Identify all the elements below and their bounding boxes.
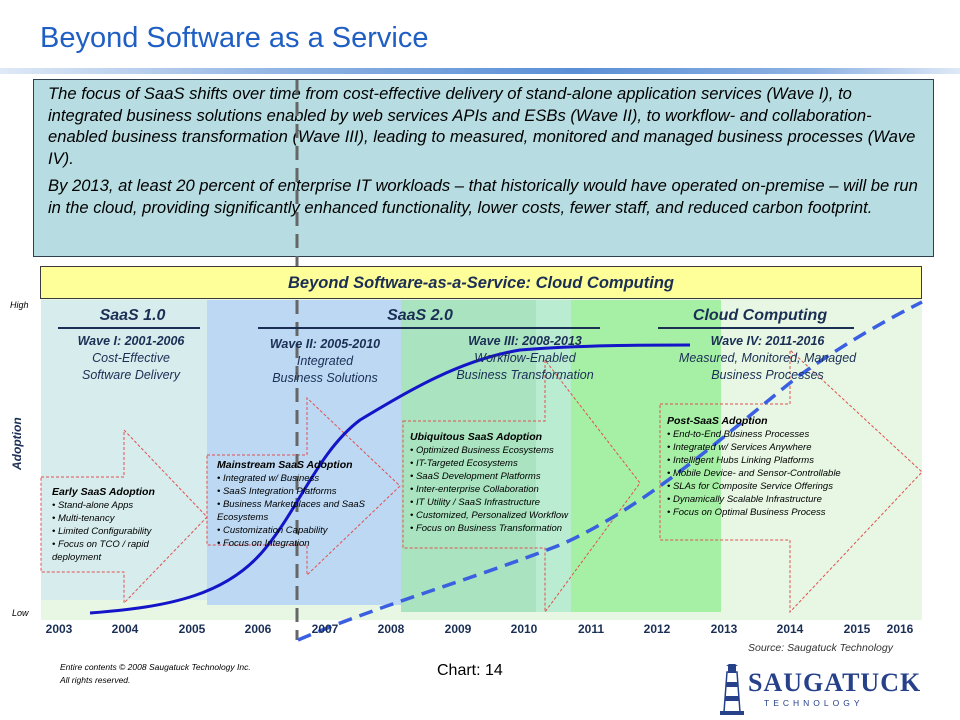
list-item: Integrated w/ Business (217, 472, 397, 485)
wave-3-title: Wave III: 2008-2013 (468, 334, 582, 348)
year-tick-label: 2011 (577, 622, 605, 636)
year-tick-label: 2007 (311, 622, 339, 636)
copyright-notice: Entire contents © 2008 Saugatuck Technol… (60, 661, 251, 687)
year-tick-label: 2015 (843, 622, 871, 636)
list-item: Mobile Device- and Sensor-Controllable (667, 467, 892, 480)
lighthouse-icon (720, 664, 744, 715)
era-cloud-computing: Cloud Computing (692, 307, 828, 324)
year-tick-label: 2013 (710, 622, 738, 636)
list-item: IT-Targeted Ecosystems (410, 457, 625, 470)
year-tick-label: 2009 (444, 622, 472, 636)
wave-3-line2: Business Transformation (456, 368, 594, 382)
wave-2-line2: Business Solutions (272, 371, 378, 385)
year-tick-label: 2016 (886, 622, 914, 636)
list-item: Focus on Business Transformation (410, 522, 625, 535)
wave-4-title: Wave IV: 2011-2016 (710, 334, 825, 348)
ubiquitous-adoption-title: Ubiquitous SaaS Adoption (410, 431, 543, 443)
wave-2-title: Wave II: 2005-2010 (269, 337, 381, 351)
list-item: Customization Capability (217, 524, 397, 537)
wave-2-label: Wave II: 2005-2010 Integrated Business S… (245, 336, 405, 387)
list-item: Intelligent Hubs Linking Platforms (667, 454, 892, 467)
era-cloud-rule (658, 327, 854, 329)
mainstream-adoption-title: Mainstream SaaS Adoption (217, 459, 353, 471)
list-item: Integrated w/ Services Anywhere (667, 441, 892, 454)
page-title: Beyond Software as a Service (40, 22, 429, 54)
list-item: Focus on TCO / rapid deployment (52, 538, 192, 564)
axis-low-label: Low (12, 608, 29, 618)
early-adoption-box: Early SaaS Adoption Stand-alone Apps Mul… (52, 486, 192, 564)
list-item: SaaS Development Platforms (410, 470, 625, 483)
year-tick-label: 2014 (776, 622, 804, 636)
wave-3-label: Wave III: 2008-2013 Workflow-Enabled Bus… (430, 333, 620, 384)
chart-number: Chart: 14 (437, 662, 503, 679)
year-tick-label: 2010 (510, 622, 538, 636)
era-saas-2-rule (258, 327, 600, 329)
early-adoption-title: Early SaaS Adoption (52, 486, 155, 498)
year-tick-label: 2003 (45, 622, 73, 636)
wave-4-line2: Business Processes (711, 368, 824, 382)
year-tick-label: 2004 (111, 622, 139, 636)
post-saas-adoption-title: Post-SaaS Adoption (667, 415, 768, 427)
year-tick-label: 2012 (643, 622, 671, 636)
wave-1-title: Wave I: 2001-2006 (77, 334, 185, 348)
list-item: Stand-alone Apps (52, 499, 192, 512)
list-item: Inter-enterprise Collaboration (410, 483, 625, 496)
list-item: Focus on Optimal Business Process (667, 506, 892, 519)
source-note: Source: Saugatuck Technology (748, 642, 893, 654)
year-axis: 2003 2004 2005 2006 2007 2008 2009 2010 … (40, 622, 922, 640)
ubiquitous-adoption-box: Ubiquitous SaaS Adoption Optimized Busin… (410, 431, 625, 535)
logo-wordmark: SAUGATUCK (748, 668, 922, 697)
axis-high-label: High (10, 300, 29, 310)
list-item: Multi-tenancy (52, 512, 192, 525)
era-saas-2: SaaS 2.0 (387, 307, 453, 324)
list-item: IT Utility / SaaS Infrastructure (410, 496, 625, 509)
copyright-line-2: All rights reserved. (60, 675, 131, 685)
list-item: Dynamically Scalable Infrastructure (667, 493, 892, 506)
list-item: Optimized Business Ecosystems (410, 444, 625, 457)
list-item: SLAs for Composite Service Offerings (667, 480, 892, 493)
axis-adoption-label: Adoption (10, 417, 24, 470)
logo-subtitle: TECHNOLOGY (764, 698, 864, 708)
list-item: SaaS Integration Platforms (217, 485, 397, 498)
wave-1-line2: Software Delivery (82, 368, 180, 382)
saugatuck-logo: SAUGATUCK TECHNOLOGY (718, 664, 922, 716)
post-saas-adoption-box: Post-SaaS Adoption End-to-End Business P… (667, 415, 892, 519)
era-saas-1-rule (58, 327, 200, 329)
year-tick-label: 2008 (377, 622, 405, 636)
wave-3-line1: Workflow-Enabled (474, 351, 576, 365)
intro-paragraph-2: By 2013, at least 20 percent of enterpri… (48, 176, 918, 217)
mainstream-adoption-box: Mainstream SaaS Adoption Integrated w/ B… (217, 459, 397, 550)
era-saas-1: SaaS 1.0 (99, 307, 166, 324)
intro-paragraph-1: The focus of SaaS shifts over time from … (48, 84, 916, 168)
year-tick-label: 2005 (178, 622, 206, 636)
wave-1-line1: Cost-Effective (92, 351, 170, 365)
title-divider (0, 68, 960, 74)
wave-4-line1: Measured, Monitored, Managed (678, 351, 857, 365)
wave-1-label: Wave I: 2001-2006 Cost-Effective Softwar… (56, 333, 206, 384)
list-item: Customized, Personalized Workflow (410, 509, 625, 522)
list-item: End-to-End Business Processes (667, 428, 892, 441)
copyright-line-1: Entire contents © 2008 Saugatuck Technol… (60, 662, 251, 672)
cloud-computing-banner: Beyond Software-as-a-Service: Cloud Comp… (40, 266, 922, 299)
wave-4-label: Wave IV: 2011-2016 Measured, Monitored, … (645, 333, 890, 384)
list-item: Focus on Integration (217, 537, 397, 550)
intro-textbox: The focus of SaaS shifts over time from … (33, 79, 934, 257)
list-item: Limited Configurability (52, 525, 192, 538)
list-item: Business Marketplaces and SaaS Ecosystem… (217, 498, 397, 524)
wave-2-line1: Integrated (296, 354, 354, 368)
year-tick-label: 2006 (244, 622, 272, 636)
